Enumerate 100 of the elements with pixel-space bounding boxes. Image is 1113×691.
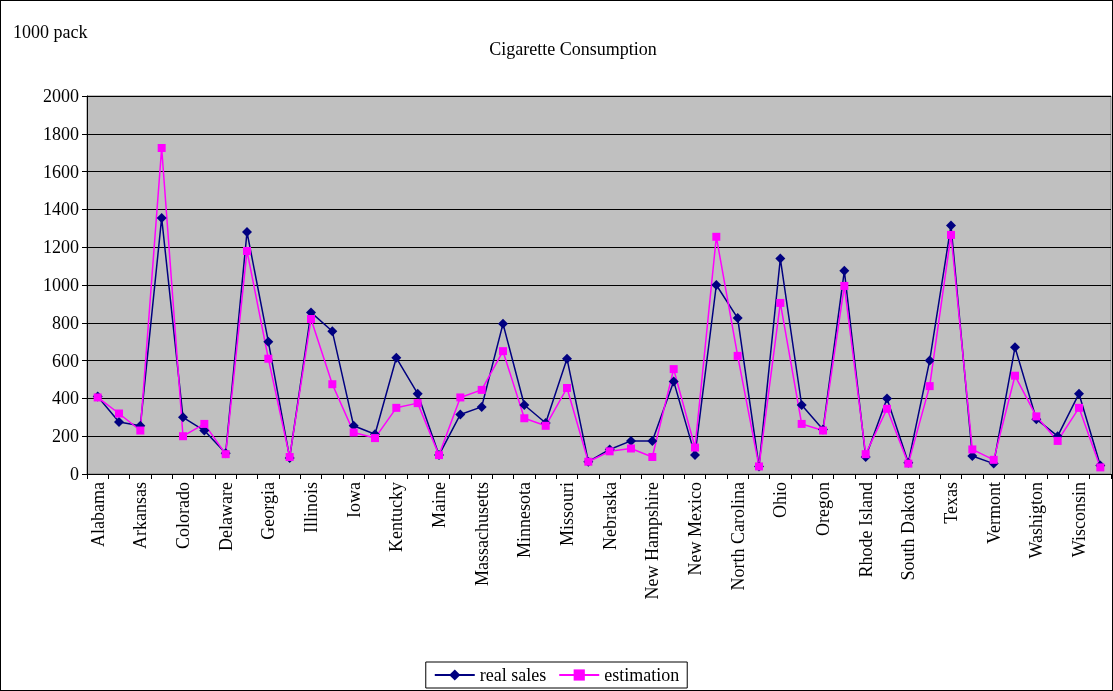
point	[178, 412, 188, 423]
point	[668, 376, 679, 387]
x-tick-label: Maine	[429, 481, 449, 528]
point	[924, 355, 935, 366]
x-tick-label: Delaware	[215, 481, 236, 551]
point	[1074, 388, 1084, 399]
x-tick-label: Washigton	[1026, 482, 1047, 559]
x-tick-label: Arkansas	[130, 482, 151, 549]
y-tick-label: 0	[70, 464, 79, 484]
point	[947, 230, 955, 239]
y-tick-label: 800	[52, 312, 79, 333]
x-tick-label: Wisconsin	[1069, 482, 1089, 558]
point	[136, 426, 145, 435]
x-tick-label: Ohio	[770, 482, 791, 518]
x-tick-label: South Dakota	[898, 482, 919, 581]
point	[925, 382, 934, 391]
x-tick-label: New Hampshire	[642, 481, 663, 600]
legend-label: real sales	[479, 665, 547, 685]
point	[733, 351, 742, 360]
point	[1010, 342, 1020, 353]
point	[498, 318, 508, 329]
x-tick-label: Oregon	[813, 482, 833, 536]
point	[711, 280, 722, 290]
point	[776, 298, 785, 307]
x-tick-label: Illinois	[301, 482, 321, 534]
point	[307, 315, 315, 324]
point	[1075, 403, 1083, 412]
point	[839, 265, 850, 276]
x-tick-label: North Carolina	[727, 482, 748, 591]
point	[243, 246, 251, 255]
point	[775, 253, 786, 264]
point	[499, 347, 507, 356]
point	[883, 404, 891, 413]
x-tick-label: Vermont	[983, 482, 1004, 544]
point	[648, 452, 657, 461]
point	[989, 455, 998, 464]
point	[1053, 436, 1062, 445]
x-tick-label: Nebraska	[599, 481, 620, 550]
x-tick-label: Alabama	[87, 481, 108, 547]
point	[476, 401, 487, 412]
chart-title: Cigarette Consumption	[489, 39, 657, 59]
point	[413, 399, 422, 408]
point	[627, 444, 635, 453]
y-tick-label: 1200	[43, 237, 79, 258]
point	[157, 143, 166, 152]
x-tick-label: Kentucky	[386, 482, 407, 552]
point	[327, 326, 338, 337]
legend-label: estimation	[604, 665, 680, 685]
y-tick-label: 1800	[43, 123, 79, 144]
point	[1032, 412, 1041, 421]
point	[455, 409, 466, 420]
point	[371, 434, 379, 443]
point	[840, 281, 849, 290]
point	[519, 400, 530, 411]
point	[520, 414, 529, 423]
x-tick-label: Rhode Island	[855, 482, 876, 578]
x-tick-label: New Mexico	[685, 482, 705, 576]
point	[541, 421, 550, 430]
point	[263, 336, 274, 347]
y-tick-label: 1600	[43, 161, 79, 182]
point	[115, 409, 123, 418]
point	[669, 365, 678, 374]
point	[328, 380, 337, 389]
point	[391, 352, 402, 363]
y-axis-title: 1000 pack	[13, 22, 88, 42]
point	[200, 419, 209, 428]
point	[412, 388, 423, 399]
point	[882, 393, 892, 404]
x-tick-label: Massachusetts	[471, 482, 492, 586]
x-tick-label: Georgia	[258, 482, 279, 540]
point	[946, 220, 956, 231]
x-tick-label: Colorado	[173, 482, 193, 549]
point	[796, 400, 807, 411]
y-tick-label: 1000	[43, 275, 79, 295]
point	[968, 445, 977, 454]
point	[179, 432, 187, 441]
x-tick-label: Missouri	[557, 482, 577, 547]
point	[626, 435, 636, 446]
point	[732, 313, 743, 324]
x-tick-label: Iowa	[343, 481, 364, 518]
point	[712, 232, 721, 241]
y-tick-label: 2000	[43, 86, 79, 106]
point	[264, 354, 273, 363]
y-tick-label: 1400	[43, 199, 79, 220]
y-tick-label: 600	[52, 350, 79, 371]
y-tick-label: 200	[52, 426, 79, 447]
point	[349, 428, 358, 437]
point	[456, 393, 465, 402]
point	[647, 435, 658, 446]
y-tick-label: 400	[52, 388, 79, 409]
point	[562, 353, 572, 364]
x-tick-label: Minnesota	[514, 482, 535, 558]
point	[691, 443, 699, 452]
point	[477, 385, 486, 394]
point	[690, 450, 700, 461]
point	[1011, 371, 1019, 380]
x-tick-label: Texas	[941, 482, 961, 524]
point	[563, 384, 571, 393]
point	[114, 417, 124, 428]
point	[797, 419, 806, 428]
